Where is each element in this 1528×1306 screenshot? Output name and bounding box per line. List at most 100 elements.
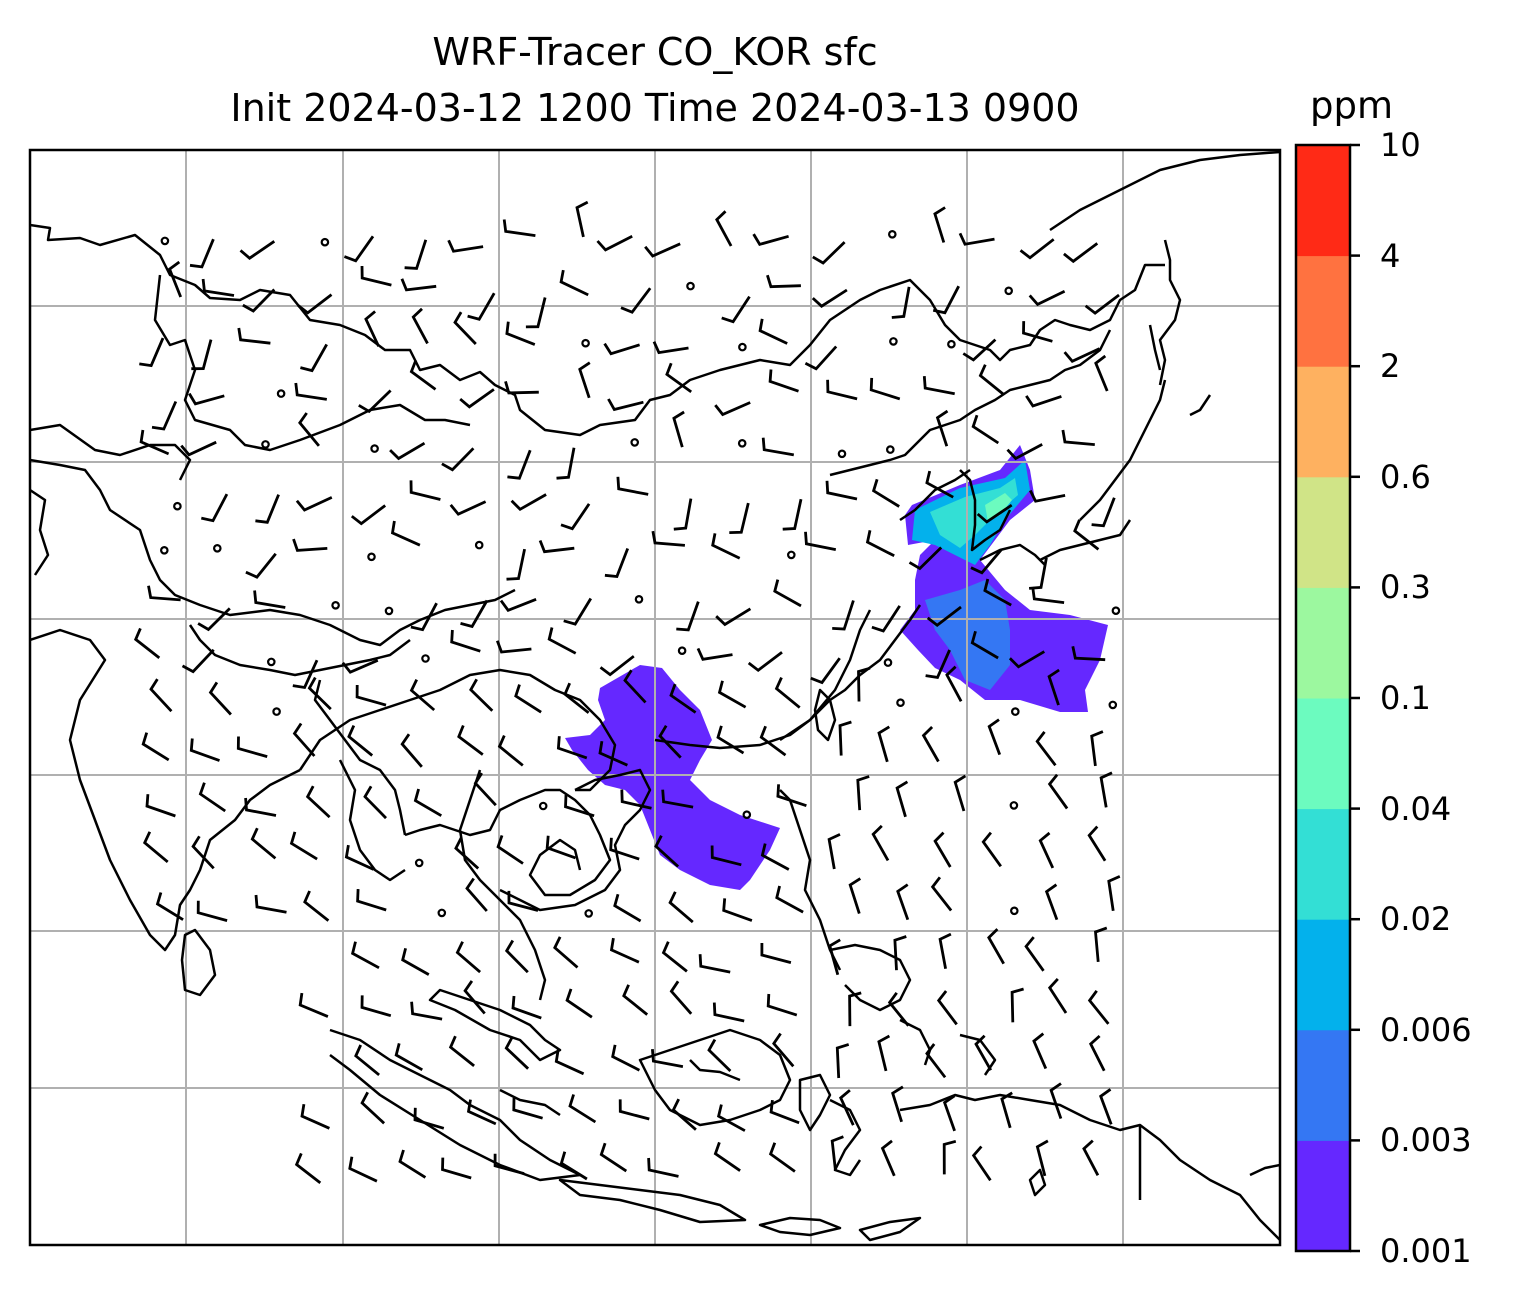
wind-barb [294, 1152, 322, 1185]
wind-barb [511, 995, 542, 1020]
wind-barb [603, 342, 641, 356]
wind-barb [348, 1156, 378, 1183]
wind-barb [300, 1103, 330, 1130]
wind-barb [1044, 883, 1059, 921]
wind-barb [188, 392, 225, 406]
wind-barb [358, 389, 392, 414]
wind-barb [671, 1098, 697, 1131]
wind-barb [776, 784, 807, 808]
wind-barb [400, 278, 437, 292]
wind-barb [398, 1149, 427, 1179]
wind-barb [441, 1157, 472, 1180]
wind-barb [466, 1099, 497, 1126]
calm-wind-marker [630, 438, 640, 447]
wind-barb [564, 794, 595, 818]
title-line-1: WRF-Tracer CO_KOR sfc [432, 30, 878, 74]
calm-wind-marker [737, 438, 747, 448]
wind-barb [545, 835, 576, 860]
wind-barb [568, 1094, 597, 1124]
wind-barb [493, 1153, 525, 1175]
wind-barb [149, 678, 173, 713]
wind-barb [292, 722, 316, 757]
wind-barb [1099, 1088, 1113, 1125]
wind-barb [244, 797, 277, 817]
wind-barb [609, 837, 640, 861]
wind-barb [665, 362, 693, 394]
calm-wind-marker [160, 545, 169, 555]
wind-barb [459, 388, 495, 409]
wind-barbs [133, 200, 1121, 1185]
calm-wind-marker [173, 501, 182, 511]
wind-barb [812, 241, 846, 265]
wind-barb [1047, 773, 1069, 810]
wind-barb [504, 381, 539, 395]
wind-barb [932, 285, 960, 315]
wind-barb [908, 546, 943, 571]
wind-barb [305, 785, 331, 819]
wind-barb [971, 1145, 992, 1182]
wind-barb [712, 1002, 745, 1023]
wind-barb [495, 640, 532, 654]
wind-barb [768, 369, 799, 393]
calm-wind-marker [1108, 700, 1118, 710]
calm-wind-marker [538, 801, 548, 811]
wind-barb [747, 651, 783, 673]
map-frame [28, 148, 1282, 1247]
calm-wind-marker [1009, 906, 1019, 916]
wind-barb [151, 400, 178, 431]
wind-barb [827, 833, 841, 870]
map-gridlines [30, 150, 1280, 1245]
colorbar-swatch [1296, 255, 1350, 367]
wind-barb [360, 1091, 386, 1125]
wind-barb [877, 1034, 891, 1072]
wind-barb [350, 941, 380, 970]
wind-barb [669, 980, 693, 1015]
colorbar-swatch [1296, 698, 1350, 810]
wind-barb [622, 984, 649, 1016]
wind-barb [611, 1044, 641, 1072]
colorbar-swatch [1296, 145, 1350, 257]
wind-barb [1019, 238, 1055, 260]
wind-barb [970, 548, 1003, 575]
wind-barb [453, 311, 477, 345]
wind-barb [1025, 395, 1062, 408]
wind-barb [623, 669, 647, 704]
wind-barb [413, 1107, 445, 1130]
colorbar [1294, 143, 1360, 1253]
wind-barb [877, 725, 891, 763]
wind-barb [354, 1044, 380, 1076]
calm-wind-marker [437, 908, 447, 918]
wind-barb [596, 235, 633, 252]
colorbar-tick-label: 0.006 [1380, 1010, 1472, 1049]
wind-barb [865, 530, 895, 558]
wind-barb [556, 447, 576, 480]
wind-barb [620, 287, 652, 314]
wind-barb [893, 935, 907, 971]
wind-barb [447, 239, 484, 253]
wind-barb [363, 785, 387, 820]
wind-barb [856, 775, 870, 811]
wind-barb [255, 494, 280, 524]
wind-barb [752, 233, 789, 247]
wind-barb [239, 240, 276, 260]
wind-barb [871, 824, 890, 862]
wind-barb [1073, 519, 1100, 551]
wind-barb [360, 265, 392, 287]
wind-barb [848, 877, 862, 915]
wind-barb [766, 993, 798, 1017]
wind-barb [253, 590, 286, 609]
wind-barb [760, 943, 792, 964]
wind-barb [713, 1141, 741, 1172]
wind-barb [506, 548, 526, 581]
wind-barb [658, 724, 682, 759]
wind-barb [497, 735, 524, 767]
wind-barb [826, 379, 858, 401]
wind-barb [350, 504, 387, 526]
calm-wind-marker [213, 543, 222, 553]
wind-barb [404, 239, 428, 270]
wind-barb [710, 845, 742, 867]
wind-barb [560, 503, 591, 531]
calm-wind-marker [320, 237, 330, 247]
calm-wind-marker [742, 810, 752, 820]
wind-barb [598, 740, 628, 767]
